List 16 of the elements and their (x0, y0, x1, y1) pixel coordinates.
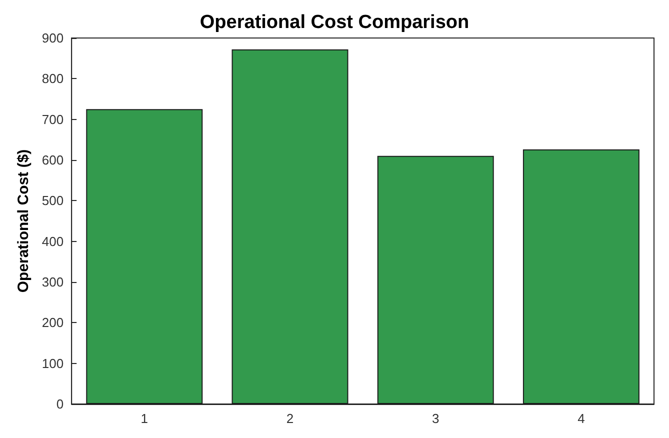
y-tick-label: 200 (42, 315, 64, 330)
y-tick-label: 900 (42, 30, 64, 46)
y-tick-label: 700 (42, 112, 64, 127)
y-axis-title: Operational Cost ($) (15, 149, 32, 293)
x-tick-label: 2 (286, 411, 294, 426)
y-tick-label: 600 (42, 152, 64, 168)
y-tick-label: 100 (42, 356, 64, 371)
y-tick-label: 0 (56, 396, 64, 412)
x-tick-label: 4 (578, 411, 585, 426)
y-tick-label: 300 (42, 274, 64, 290)
x-tick-label: 3 (432, 411, 440, 426)
y-tick-label: 800 (42, 71, 64, 86)
y-tick-label: 400 (42, 234, 64, 249)
y-tick-label: 500 (42, 193, 64, 208)
x-tick-label: 1 (140, 411, 148, 426)
chart-title: Operational Cost Comparison (200, 12, 470, 33)
